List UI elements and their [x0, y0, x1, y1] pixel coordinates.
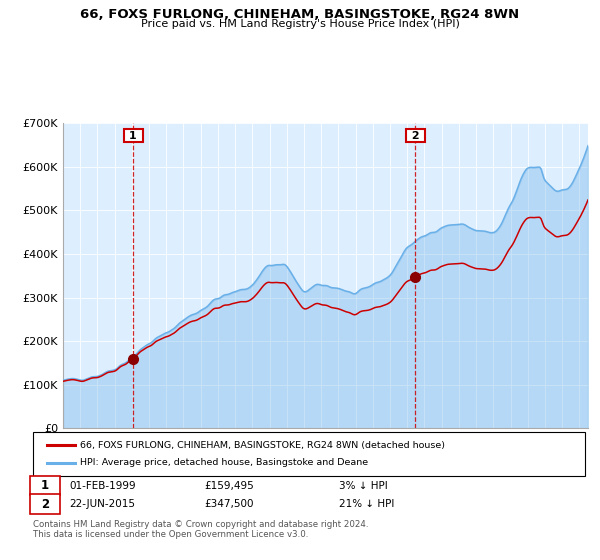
Text: 21% ↓ HPI: 21% ↓ HPI [339, 499, 394, 509]
Text: Price paid vs. HM Land Registry's House Price Index (HPI): Price paid vs. HM Land Registry's House … [140, 19, 460, 29]
Text: £347,500: £347,500 [204, 499, 254, 509]
Text: 2: 2 [41, 497, 49, 511]
Text: 01-FEB-1999: 01-FEB-1999 [69, 480, 136, 491]
Text: £159,495: £159,495 [204, 480, 254, 491]
Text: 3% ↓ HPI: 3% ↓ HPI [339, 480, 388, 491]
Text: 2: 2 [407, 131, 423, 141]
Text: 66, FOXS FURLONG, CHINEHAM, BASINGSTOKE, RG24 8WN (detached house): 66, FOXS FURLONG, CHINEHAM, BASINGSTOKE,… [80, 441, 445, 450]
Text: 66, FOXS FURLONG, CHINEHAM, BASINGSTOKE, RG24 8WN: 66, FOXS FURLONG, CHINEHAM, BASINGSTOKE,… [80, 8, 520, 21]
Text: Contains HM Land Registry data © Crown copyright and database right 2024.
This d: Contains HM Land Registry data © Crown c… [33, 520, 368, 539]
Text: 1: 1 [125, 131, 141, 141]
Text: 22-JUN-2015: 22-JUN-2015 [69, 499, 135, 509]
Text: HPI: Average price, detached house, Basingstoke and Deane: HPI: Average price, detached house, Basi… [80, 459, 368, 468]
Text: 1: 1 [41, 479, 49, 492]
